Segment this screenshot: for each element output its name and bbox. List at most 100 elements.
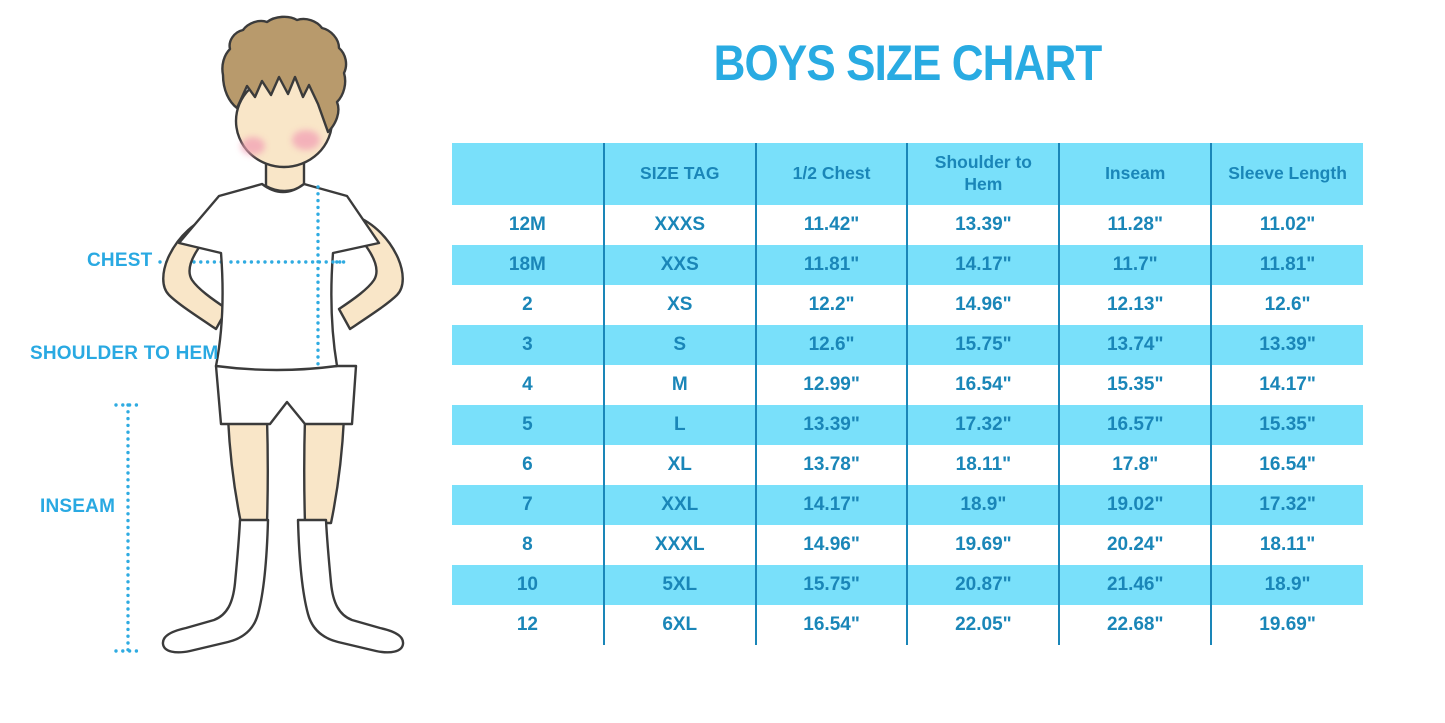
header-cell-sleeve-length: Sleeve Length <box>1210 143 1363 205</box>
table-cell: 15.75" <box>906 325 1060 365</box>
table-cell: 13.39" <box>1210 325 1363 365</box>
table-cell: 19.69" <box>906 525 1060 565</box>
size-table-body: 12M XXXS 11.42" 13.39" 11.28" 11.02" 18M XXS 11.… <box>452 205 1363 645</box>
table-cell: 11.7" <box>1058 245 1212 285</box>
table-cell: 14.17" <box>906 245 1060 285</box>
boy-left-cheek <box>241 137 265 155</box>
boy-left-sock <box>161 518 270 654</box>
table-cell: 11.81" <box>1210 245 1363 285</box>
shoulder-to-hem-label: SHOULDER TO HEM <box>30 343 219 364</box>
table-cell: 6XL <box>602 605 756 645</box>
header-cell-shoulder-to-hem: Shoulder to Hem <box>906 143 1060 205</box>
table-cell: 11.81" <box>754 245 908 285</box>
table-row: 8 XXXL 14.96" 19.69" 20.24" 18.11" <box>452 525 1363 565</box>
table-cell: 16.54" <box>1210 445 1363 485</box>
table-cell: 12M <box>508 214 546 235</box>
table-cell: 11.28" <box>1058 205 1212 245</box>
boy-tshirt <box>177 182 381 372</box>
table-row: 5 L 13.39" 17.32" 16.57" 15.35" <box>452 405 1363 445</box>
table-cell: 11.42" <box>754 205 908 245</box>
boy-right-arm <box>337 212 404 331</box>
table-cell: 16.57" <box>1058 405 1212 445</box>
table-cell: 14.17" <box>1210 365 1363 405</box>
table-cell: 18.11" <box>906 445 1060 485</box>
size-table-header: SIZE TAG 1/2 Chest Shoulder to Hem Insea… <box>452 143 1363 205</box>
header-row: SIZE TAG 1/2 Chest Shoulder to Hem Insea… <box>452 143 1363 205</box>
boy-right-leg <box>303 416 346 525</box>
table-cell: 12.2" <box>754 285 908 325</box>
table-cell: 17.32" <box>906 405 1060 445</box>
boy-left-leg <box>226 416 269 525</box>
table-cell: L <box>602 405 756 445</box>
table-cell: 12 <box>516 614 538 635</box>
table-cell: XL <box>602 445 756 485</box>
table-cell: XXXL <box>602 525 756 565</box>
table-cell: M <box>602 365 756 405</box>
table-cell: 3 <box>452 325 604 365</box>
table-cell: 15.35" <box>1210 405 1363 445</box>
table-row: 2 XS 12.2" 14.96" 12.13" 12.6" <box>452 285 1363 325</box>
table-cell: 20.87" <box>906 565 1060 605</box>
table-cell: 5XL <box>602 565 756 605</box>
boy-shorts <box>214 364 358 426</box>
header-cell-inseam: Inseam <box>1058 143 1212 205</box>
table-cell: 12.6" <box>1210 285 1363 325</box>
table-cell: 14.96" <box>906 285 1060 325</box>
inseam-label: INSEAM <box>40 496 116 517</box>
table-cell: 8 <box>522 534 533 555</box>
table-cell: 6 <box>522 454 533 475</box>
table-cell: 14.96" <box>754 525 908 565</box>
table-cell: 20.24" <box>1058 525 1212 565</box>
table-cell: 4 <box>522 374 533 395</box>
table-cell: 13.78" <box>754 445 908 485</box>
table-cell: XS <box>602 285 756 325</box>
boy-right-sock <box>296 518 405 654</box>
table-row: 10 5XL 15.75" 20.87" 21.46" 18.9" <box>452 565 1363 605</box>
table-cell: 21.46" <box>1058 565 1212 605</box>
table-cell: 19.69" <box>1210 605 1363 645</box>
table-cell: 22.68" <box>1058 605 1212 645</box>
table-cell: 19.02" <box>1058 485 1212 525</box>
table-cell: 15.35" <box>1058 365 1212 405</box>
boy-right-cheek <box>292 130 320 150</box>
header-cell-blank <box>452 143 604 205</box>
table-cell: 13.39" <box>906 205 1060 245</box>
table-cell: 18M <box>452 245 604 285</box>
table-cell: 12.13" <box>1058 285 1212 325</box>
table-row: 4 M 12.99" 16.54" 15.35" 14.17" <box>452 365 1363 405</box>
table-cell: 15.75" <box>754 565 908 605</box>
table-cell: 16.54" <box>906 365 1060 405</box>
header-cell-size-tag: SIZE TAG <box>602 143 756 205</box>
table-cell: 18.9" <box>906 485 1060 525</box>
table-cell: 12.99" <box>754 365 908 405</box>
size-table: SIZE TAG 1/2 Chest Shoulder to Hem Insea… <box>452 143 1363 645</box>
table-cell: 18.11" <box>1210 525 1363 565</box>
boy-hair <box>221 15 348 134</box>
table-cell: XXS <box>602 245 756 285</box>
page-title: BOYS SIZE CHART <box>713 35 1103 91</box>
table-row: 12 6XL 16.54" 22.05" 22.68" 19.69" <box>452 605 1363 645</box>
table-cell: XXXS <box>602 205 756 245</box>
table-cell: 11.02" <box>1210 205 1363 245</box>
table-cell: 2 <box>522 294 533 315</box>
table-row: 7 XXL 14.17" 18.9" 19.02" 17.32" <box>452 485 1363 525</box>
table-cell: 13.74" <box>1058 325 1212 365</box>
chest-label: CHEST <box>87 250 153 271</box>
table-cell: XXL <box>602 485 756 525</box>
table-row: 18M XXS 11.81" 14.17" 11.7" 11.81" <box>452 245 1363 285</box>
table-cell: 13.39" <box>754 405 908 445</box>
table-cell: 17.32" <box>1210 485 1363 525</box>
table-cell: 16.54" <box>754 605 908 645</box>
table-row: 12M XXXS 11.42" 13.39" 11.28" 11.02" <box>452 205 1363 245</box>
table-cell: 18.9" <box>1210 565 1363 605</box>
table-cell: 10 <box>452 565 604 605</box>
table-cell: S <box>602 325 756 365</box>
table-cell: 12.6" <box>754 325 908 365</box>
table-cell: 22.05" <box>906 605 1060 645</box>
boy-illustration <box>114 15 405 654</box>
header-cell-half-chest: 1/2 Chest <box>754 143 908 205</box>
table-row: 6 XL 13.78" 18.11" 17.8" 16.54" <box>452 445 1363 485</box>
table-cell: 5 <box>452 405 604 445</box>
table-cell: 17.8" <box>1058 445 1212 485</box>
